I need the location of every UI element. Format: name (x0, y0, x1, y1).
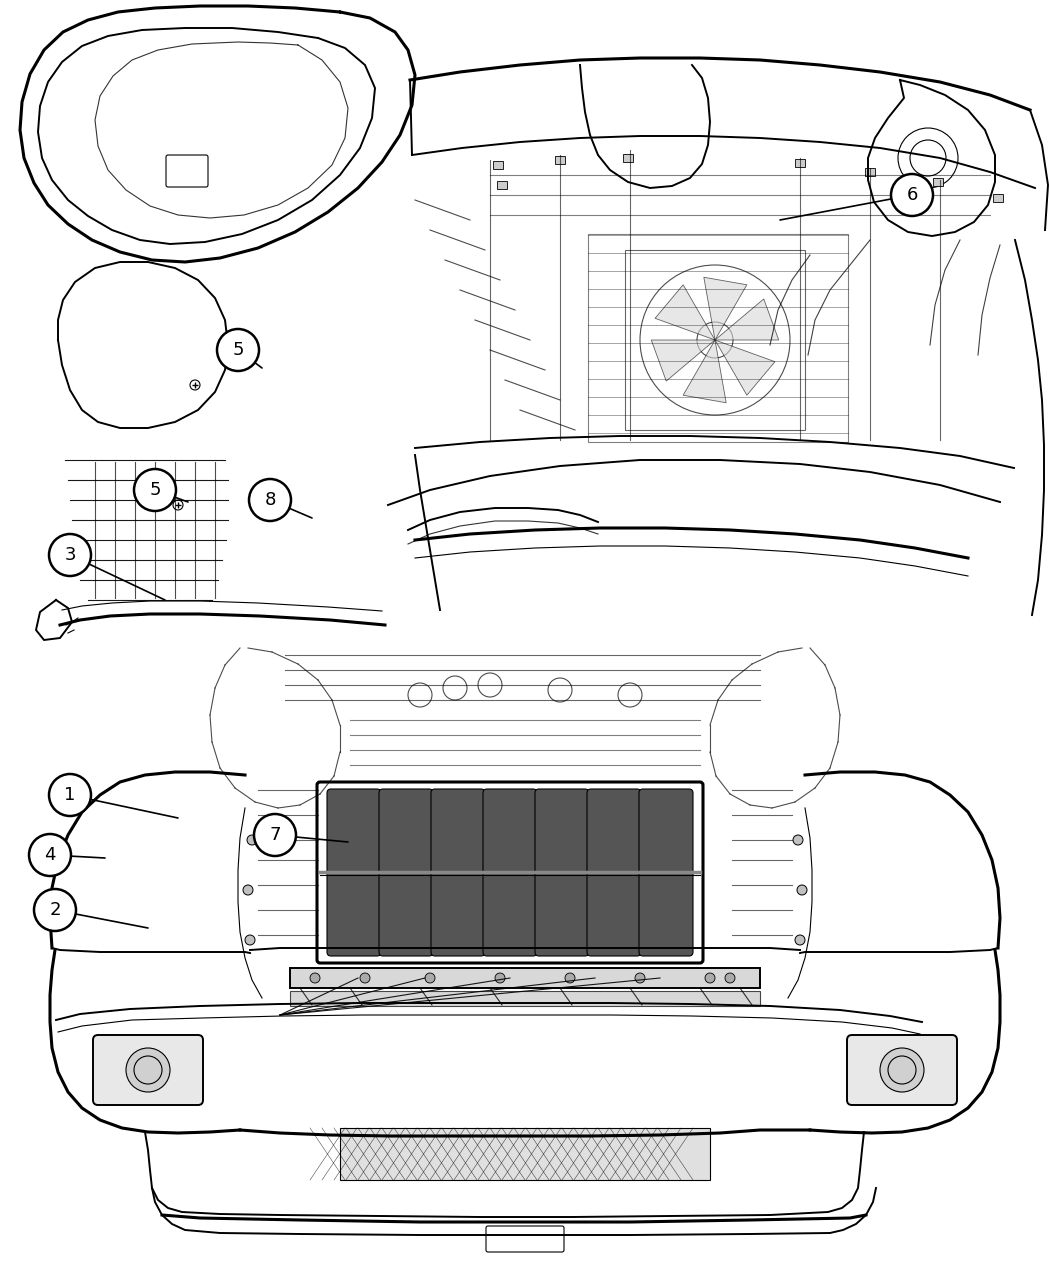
Polygon shape (704, 277, 747, 340)
Text: 4: 4 (44, 847, 56, 864)
Bar (623, 154, 633, 162)
Text: 1: 1 (64, 785, 76, 805)
FancyBboxPatch shape (327, 789, 381, 956)
Circle shape (635, 973, 645, 983)
Circle shape (134, 469, 176, 511)
Text: 2: 2 (49, 901, 61, 919)
Circle shape (126, 1048, 170, 1091)
FancyBboxPatch shape (847, 1035, 957, 1105)
Bar (933, 179, 943, 186)
Text: 6: 6 (906, 186, 918, 204)
Bar (290, 968, 760, 988)
FancyBboxPatch shape (536, 789, 589, 956)
Circle shape (254, 813, 296, 856)
Circle shape (29, 834, 71, 876)
Bar (625, 250, 805, 430)
Polygon shape (715, 298, 779, 340)
Bar (497, 181, 507, 189)
Circle shape (249, 479, 291, 521)
Bar (340, 1128, 710, 1179)
Text: 8: 8 (265, 491, 276, 509)
Circle shape (34, 889, 76, 931)
Circle shape (891, 173, 933, 215)
Polygon shape (655, 284, 715, 340)
Circle shape (793, 835, 803, 845)
Bar (588, 235, 848, 442)
Bar (290, 991, 760, 1006)
Circle shape (247, 835, 257, 845)
Text: 7: 7 (269, 826, 280, 844)
Polygon shape (651, 340, 715, 381)
FancyBboxPatch shape (430, 789, 485, 956)
Bar (555, 156, 565, 164)
Circle shape (425, 973, 435, 983)
Circle shape (49, 774, 91, 816)
Circle shape (495, 973, 505, 983)
Circle shape (245, 935, 255, 945)
Circle shape (360, 973, 370, 983)
Circle shape (795, 935, 805, 945)
Circle shape (724, 973, 735, 983)
Bar (494, 161, 503, 170)
Polygon shape (715, 340, 775, 395)
Circle shape (217, 329, 259, 371)
FancyBboxPatch shape (639, 789, 693, 956)
Bar (993, 194, 1003, 201)
FancyBboxPatch shape (483, 789, 537, 956)
Bar (865, 168, 875, 176)
Circle shape (49, 534, 91, 576)
Circle shape (243, 885, 253, 895)
Circle shape (310, 973, 320, 983)
Circle shape (565, 973, 575, 983)
Circle shape (880, 1048, 924, 1091)
FancyBboxPatch shape (379, 789, 433, 956)
Text: 5: 5 (232, 340, 244, 360)
Circle shape (705, 973, 715, 983)
Circle shape (797, 885, 807, 895)
Bar (795, 159, 805, 167)
Text: 3: 3 (64, 546, 76, 564)
Text: 5: 5 (149, 481, 161, 499)
FancyBboxPatch shape (93, 1035, 203, 1105)
FancyBboxPatch shape (587, 789, 640, 956)
Polygon shape (684, 340, 727, 403)
